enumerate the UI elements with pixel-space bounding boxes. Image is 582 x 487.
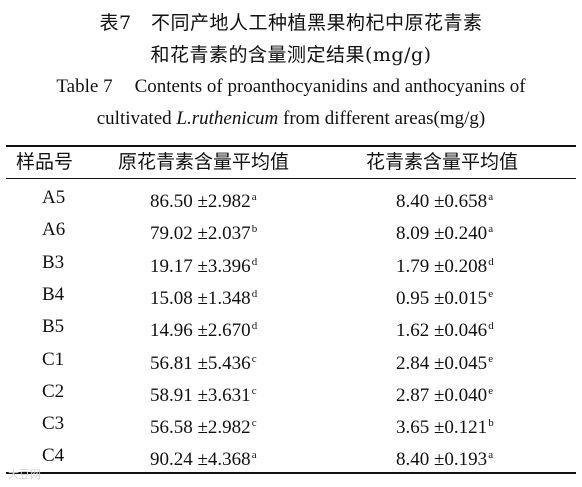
proanthocyanidin-value: 58.91 ±3.631 bbox=[150, 384, 251, 406]
sample-code-cell: C1 bbox=[42, 348, 65, 370]
proanthocyanidin-cell: 56.81 ±5.436c bbox=[150, 343, 257, 376]
significance-letter: d bbox=[251, 255, 258, 268]
anthocyanin-cell: 2.87 ±0.040e bbox=[396, 375, 493, 408]
watermark: 大豆网 bbox=[8, 468, 41, 481]
significance-letter: e bbox=[488, 352, 494, 365]
species-name: L.ruthenicum bbox=[176, 108, 279, 129]
proanthocyanidin-value: 19.17 ±3.396 bbox=[150, 255, 251, 277]
header-sample-code: 样品号 bbox=[16, 151, 74, 173]
header-anthocyanin: 花青素含量平均值 bbox=[366, 151, 519, 173]
significance-letter: c bbox=[251, 384, 257, 397]
significance-letter: d bbox=[488, 255, 494, 268]
table-row: C4 90.24 ±4.368a 8.40 ±0.193a bbox=[0, 439, 582, 472]
significance-letter: a bbox=[251, 191, 257, 203]
proanthocyanidin-cell: 86.50 ±2.982a bbox=[150, 181, 257, 214]
table-row: A6 79.02 ±2.037b 8.09 ±0.240a bbox=[0, 213, 582, 246]
significance-letter: a bbox=[488, 449, 494, 462]
anthocyanin-cell: 8.40 ±0.193a bbox=[396, 439, 493, 472]
anthocyanin-value: 8.09 ±0.240 bbox=[396, 223, 488, 245]
caption-english-line-2: cultivated L.ruthenicum from different a… bbox=[0, 108, 582, 130]
anthocyanin-value: 8.40 ±0.658 bbox=[396, 191, 488, 212]
sample-code-cell: B5 bbox=[42, 316, 65, 338]
anthocyanin-cell: 2.84 ±0.045e bbox=[396, 343, 493, 376]
significance-letter: a bbox=[488, 223, 494, 236]
anthocyanin-cell: 1.79 ±0.208d bbox=[396, 246, 494, 279]
proanthocyanidin-cell: 79.02 ±2.037b bbox=[150, 213, 257, 246]
proanthocyanidin-value: 15.08 ±1.348 bbox=[150, 287, 251, 309]
anthocyanin-value: 1.79 ±0.208 bbox=[396, 255, 488, 277]
table-row: C3 56.58 ±2.982c 3.65 ±0.121b bbox=[0, 407, 582, 440]
table-row: C2 58.91 ±3.631c 2.87 ±0.040e bbox=[0, 375, 582, 408]
anthocyanin-value: 2.84 ±0.045 bbox=[396, 352, 488, 374]
sample-code-cell: B3 bbox=[42, 251, 65, 273]
proanthocyanidin-value: 56.81 ±5.436 bbox=[150, 352, 251, 374]
anthocyanin-value: 2.87 ±0.040 bbox=[396, 384, 488, 406]
proanthocyanidin-value: 14.96 ±2.670 bbox=[150, 320, 251, 342]
table-bottom-rule bbox=[6, 472, 576, 474]
sample-code-cell: C4 bbox=[42, 445, 65, 467]
caption-english-post: from different areas(mg/g) bbox=[278, 108, 486, 129]
header-proanthocyanidin: 原花青素含量平均值 bbox=[118, 151, 290, 173]
significance-letter: b bbox=[488, 417, 494, 430]
sample-code-cell: C2 bbox=[42, 380, 65, 402]
proanthocyanidin-value: 86.50 ±2.982 bbox=[150, 191, 251, 212]
caption-english-line-1: Table 7 Contents of proanthocyanidins and… bbox=[0, 76, 582, 98]
proanthocyanidin-cell: 58.91 ±3.631c bbox=[150, 375, 257, 408]
anthocyanin-cell: 8.40 ±0.658a bbox=[396, 181, 493, 214]
significance-letter: c bbox=[251, 352, 257, 365]
caption-english-text-1: Contents of proanthocyanidins and anthoc… bbox=[134, 76, 526, 97]
anthocyanin-value: 8.40 ±0.193 bbox=[396, 449, 488, 471]
anthocyanin-cell: 1.62 ±0.046d bbox=[396, 310, 494, 343]
anthocyanin-cell: 3.65 ±0.121b bbox=[396, 407, 494, 440]
table-number: Table 7 bbox=[56, 76, 113, 97]
significance-letter: d bbox=[251, 320, 258, 333]
table-row: A5 86.50 ±2.982a 8.40 ±0.658a bbox=[0, 181, 582, 214]
anthocyanin-value: 1.62 ±0.046 bbox=[396, 320, 488, 342]
significance-letter: d bbox=[488, 320, 494, 333]
sample-code-cell: A6 bbox=[42, 219, 66, 241]
sample-code-cell: B4 bbox=[42, 283, 65, 305]
table-row: B3 19.17 ±3.396d 1.79 ±0.208d bbox=[0, 246, 582, 279]
anthocyanin-value: 0.95 ±0.015 bbox=[396, 287, 488, 309]
proanthocyanidin-value: 79.02 ±2.037 bbox=[150, 223, 251, 245]
table-top-rule bbox=[6, 145, 576, 147]
table-row: C1 56.81 ±5.436c 2.84 ±0.045e bbox=[0, 343, 582, 376]
significance-letter: e bbox=[488, 287, 494, 300]
significance-letter: c bbox=[251, 417, 257, 430]
significance-letter: d bbox=[251, 287, 258, 300]
proanthocyanidin-cell: 90.24 ±4.368a bbox=[150, 439, 257, 472]
proanthocyanidin-cell: 14.96 ±2.670d bbox=[150, 310, 257, 343]
proanthocyanidin-cell: 56.58 ±2.982c bbox=[150, 407, 257, 440]
sample-code-cell: C3 bbox=[42, 413, 65, 435]
significance-letter: a bbox=[488, 191, 494, 203]
significance-letter: a bbox=[251, 449, 257, 462]
caption-english-pre: cultivated bbox=[96, 108, 177, 129]
proanthocyanidin-value: 56.58 ±2.982 bbox=[150, 417, 251, 439]
proanthocyanidin-value: 90.24 ±4.368 bbox=[150, 449, 251, 471]
table-header-rule bbox=[6, 178, 576, 179]
table-row: B5 14.96 ±2.670d 1.62 ±0.046d bbox=[0, 310, 582, 343]
proanthocyanidin-cell: 19.17 ±3.396d bbox=[150, 246, 257, 279]
proanthocyanidin-cell: 15.08 ±1.348d bbox=[150, 278, 257, 311]
caption-chinese-line-2: 和花青素的含量测定结果(mg/g) bbox=[150, 44, 432, 66]
anthocyanin-cell: 0.95 ±0.015e bbox=[396, 278, 493, 311]
anthocyanin-cell: 8.09 ±0.240a bbox=[396, 213, 493, 246]
anthocyanin-value: 3.65 ±0.121 bbox=[396, 417, 488, 439]
significance-letter: e bbox=[488, 384, 494, 397]
sample-code-cell: A5 bbox=[42, 187, 66, 208]
significance-letter: b bbox=[251, 223, 258, 236]
table-row: B4 15.08 ±1.348d 0.95 ±0.015e bbox=[0, 278, 582, 311]
caption-chinese-line-1: 表7 不同产地人工种植黑果枸杞中原花青素 bbox=[99, 12, 483, 34]
